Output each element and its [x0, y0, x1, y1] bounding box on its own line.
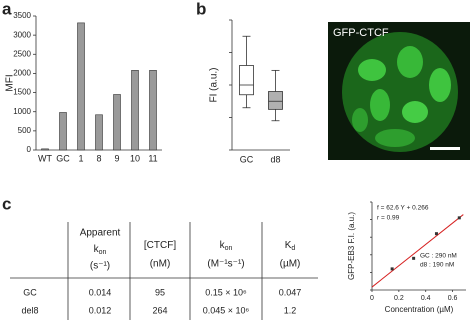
point [390, 267, 394, 271]
row-header: GC [23, 287, 37, 297]
table: Apparentkon(s⁻¹)[CTCF](nM)kon(M⁻¹s⁻¹)Kd(… [10, 222, 318, 320]
y-tick-label: 2000 [13, 69, 31, 78]
bar [95, 114, 103, 151]
point [412, 256, 416, 260]
x-tick-label: 0.2 [394, 295, 404, 302]
table-cell: 0.014 [89, 287, 112, 297]
table-cell: 1.2 [284, 305, 297, 315]
fit-line [371, 214, 464, 288]
y-tick-label: 500 [18, 126, 32, 135]
box [268, 91, 283, 110]
micrograph: GFP-CTCF [328, 22, 470, 160]
point [457, 216, 461, 220]
column-header: [CTCF] [144, 240, 176, 251]
image-title: GFP-CTCF [333, 27, 389, 39]
x-tick-label: 1 [78, 153, 83, 163]
y-tick-label: 0 [27, 145, 32, 154]
x-tick-label: 0.4 [421, 295, 431, 302]
column-unit: (s⁻¹) [90, 261, 110, 272]
x-tick-label: 0.6 [448, 295, 458, 302]
bar [41, 148, 49, 151]
bar [131, 70, 139, 151]
y-tick-label: 3500 [13, 11, 31, 20]
header-subscript: d [291, 245, 295, 252]
column-header: kon [220, 240, 233, 252]
panel-label: c [2, 194, 11, 213]
table-cell: 95 [155, 287, 165, 297]
box [239, 65, 254, 96]
x-tick-label: WT [38, 153, 52, 163]
panel-label: a [2, 0, 12, 18]
column-unit: (M⁻¹s⁻¹) [207, 259, 244, 270]
point [434, 232, 438, 236]
column-header: kon [94, 244, 107, 256]
y-tick-label: 1500 [13, 88, 31, 97]
bar [77, 22, 85, 151]
header-symbol: k [220, 240, 226, 251]
table-cell: 264 [152, 305, 167, 315]
x-tick-label: 10 [130, 153, 140, 163]
column-unit: (nM) [150, 259, 171, 270]
table-cell: 0.15 × 10⁶ [205, 287, 247, 297]
y-tick-label: 2500 [13, 49, 31, 58]
row-header: del8 [21, 305, 38, 315]
y-tick-label: 3000 [13, 30, 31, 39]
annotation: f = 62.6 Y + 0.266 [377, 205, 429, 212]
header-symbol: [CTCF] [144, 240, 176, 251]
annotation: GC : 290 nM [420, 253, 457, 260]
y-axis-label: FI (a.u.) [209, 67, 220, 102]
y-axis-label: MFI [5, 74, 16, 91]
bar [113, 94, 121, 151]
x-tick-label: 9 [114, 153, 119, 163]
x-tick-label: d8 [270, 154, 280, 164]
header-symbol: K [285, 240, 292, 251]
table-cell: 0.047 [279, 287, 302, 297]
header-subscript: on [225, 245, 233, 252]
x-tick-label: 0 [370, 295, 374, 302]
x-axis-label: Concentration (µM) [385, 305, 454, 314]
column-header: Apparent [80, 228, 121, 239]
y-tick-label: 1000 [13, 107, 31, 116]
annotation: r = 0.99 [377, 215, 400, 222]
x-tick-label: 8 [96, 153, 101, 163]
column-unit: (µM) [280, 259, 301, 270]
table-cell: 0.012 [89, 305, 112, 315]
x-tick-label: 11 [148, 153, 157, 163]
column-header: Kd [285, 240, 296, 252]
header-symbol: k [94, 244, 100, 255]
x-tick-label: GC [240, 154, 254, 164]
bar [59, 112, 67, 151]
header-subscript: on [99, 249, 107, 256]
annotation: d8 : 190 nM [420, 262, 454, 269]
x-tick-label: GC [56, 153, 70, 163]
table-cell: 0.045 × 10⁶ [203, 305, 250, 315]
y-axis-label: GFP-EB3 F.I. (a.u.) [347, 212, 356, 280]
bar [149, 70, 157, 151]
panel-label: b [196, 0, 206, 18]
